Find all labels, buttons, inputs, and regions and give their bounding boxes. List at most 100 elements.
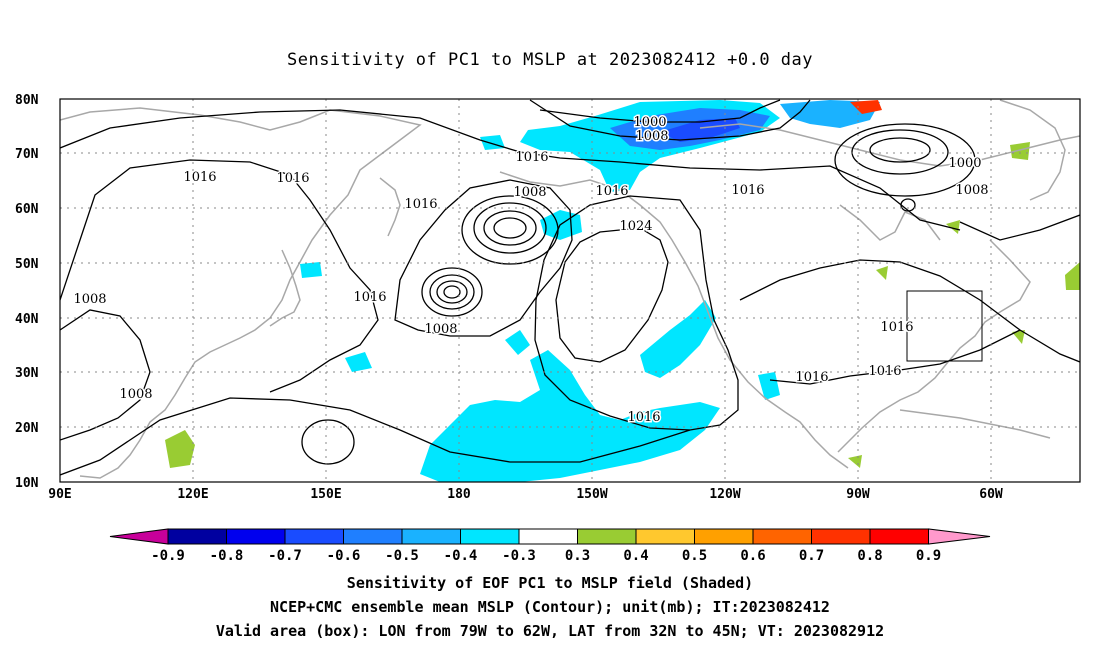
shade-cyan-pacific-b: [640, 300, 716, 378]
contour-label: 1008: [635, 129, 668, 144]
shade-cyan-mid2: [505, 330, 530, 355]
colorbar-swatch: [694, 528, 754, 545]
contour-label: 1016: [404, 197, 437, 212]
contour-asia-1008: [60, 309, 151, 441]
lat-label: 60N: [15, 202, 39, 217]
lon-label: 60W: [979, 487, 1003, 502]
lon-label: 150E: [310, 487, 341, 502]
colorbar-swatch: [635, 528, 695, 545]
contour-label: 1016: [595, 184, 628, 199]
mslp-contours: [60, 99, 1080, 476]
colorbar-swatch: [518, 528, 578, 545]
lon-label: 120W: [709, 487, 740, 502]
contour-ne-low4: [900, 198, 916, 212]
coastline-caribbean: [899, 409, 1051, 439]
footer-line-1: Sensitivity of EOF PC1 to MSLP field (Sh…: [346, 574, 754, 592]
contour-label: 1016: [515, 150, 548, 165]
coastline-east-na: [837, 239, 1031, 453]
colorbar-swatch: [343, 528, 403, 545]
footer-line-3: Valid area (box): LON from 79W to 62W, L…: [215, 622, 885, 640]
contour-1024-ridge: [555, 227, 669, 363]
contour-label: 1008: [424, 322, 457, 337]
axis-labels: 80N 70N 60N 50N 40N 30N 20N 10N 90E 120E…: [15, 93, 1003, 502]
colorbar-label: -0.8: [210, 548, 244, 564]
shade-green-2: [1065, 262, 1080, 290]
contour-labels: 1000 1008 1016 1016 1016 1016 1008 1016 …: [72, 114, 990, 427]
contour-ne-low2: [851, 129, 949, 175]
colorbar-swatch: [869, 528, 929, 545]
colorbar-label: -0.3: [502, 548, 536, 564]
contour-label: 1000: [948, 156, 981, 171]
colorbar-swatch: [284, 528, 344, 545]
contour-low-b3: [429, 274, 475, 310]
coastline-japan: [269, 249, 301, 327]
shade-cyan-pacific: [420, 350, 720, 482]
colorbar-swatch: [577, 528, 637, 545]
shade-cyan-mid4: [300, 262, 322, 278]
shade-green-1: [165, 430, 195, 468]
colorbar-swatch: [167, 528, 227, 545]
contour-low-a2: [483, 210, 537, 246]
contour-label: 1016: [880, 320, 913, 335]
coastline-alaska: [499, 171, 849, 469]
contour-low-a3: [473, 202, 547, 254]
shade-green-3: [1010, 142, 1030, 160]
contour-sub-high: [301, 419, 355, 465]
colorbar-swatch: [811, 528, 871, 545]
contour-arctic-1008: [529, 99, 811, 141]
contour-na-1016b: [769, 329, 1021, 385]
chart-title: Sensitivity of PC1 to MSLP at 2023082412…: [286, 50, 813, 70]
colorbar-swatch: [460, 528, 520, 545]
contour-label: 1016: [353, 290, 386, 305]
colorbar-label: 0.6: [740, 548, 765, 564]
sensitivity-shading: [165, 100, 1080, 482]
contour-ne-low1: [869, 137, 931, 163]
contour-label: 1008: [513, 185, 546, 200]
shade-green-4: [876, 266, 888, 280]
colorbar-label: -0.7: [268, 548, 302, 564]
footer-line-2: NCEP+CMC ensemble mean MSLP (Contour); u…: [270, 598, 830, 616]
contour-arctic-1000: [539, 99, 781, 123]
contour-atlantic: [959, 214, 1080, 241]
lat-label: 50N: [15, 257, 39, 272]
coastline-greenland: [999, 99, 1066, 201]
contour-low-b4: [421, 267, 483, 317]
lat-label: 70N: [15, 147, 39, 162]
contour-label: 1008: [119, 387, 152, 402]
contour-label: 1008: [73, 292, 106, 307]
colorbar-label: 0.7: [799, 548, 824, 564]
contour-na-1016: [739, 259, 1080, 363]
shade-green-5: [946, 220, 960, 234]
valid-area-box: [906, 290, 983, 362]
plot-frame: [59, 98, 1081, 483]
coastline-kamchatka: [379, 177, 401, 237]
colorbar-low-triangle: [109, 528, 169, 545]
shade-red-ne: [850, 100, 882, 114]
shade-green-6: [1012, 330, 1025, 344]
lon-label: 90W: [846, 487, 870, 502]
contour-low-b1: [443, 285, 461, 299]
colorbar-label: 0.5: [682, 548, 707, 564]
contour-ne-low3: [834, 123, 976, 197]
contour-label: 1008: [955, 183, 988, 198]
contour-low-outer: [394, 179, 573, 337]
contour-label: 1016: [795, 370, 828, 385]
colorbar: -0.9 -0.8 -0.7 -0.6 -0.5 -0.4 -0.3 0.3 0.4 0.5 0.6…: [109, 528, 991, 564]
shade-cyan-mid3: [345, 352, 372, 372]
coastline-hudson: [839, 204, 941, 241]
lat-label: 40N: [15, 312, 39, 327]
colorbar-swatch: [752, 528, 812, 545]
colorbar-label: -0.5: [385, 548, 419, 564]
contour-label: 1016: [276, 171, 309, 186]
coastlines: [60, 99, 1080, 479]
grid-lines: [60, 99, 1080, 482]
colorbar-label: 0.8: [857, 548, 882, 564]
colorbar-swatch: [401, 528, 461, 545]
contour-arctic-1016: [60, 109, 961, 231]
contour-low-b2: [436, 280, 468, 304]
colorbar-label: -0.9: [151, 548, 185, 564]
colorbar-label: 0.3: [565, 548, 590, 564]
colorbar-label: -0.6: [327, 548, 361, 564]
coastline-canada-arctic: [699, 123, 1080, 167]
